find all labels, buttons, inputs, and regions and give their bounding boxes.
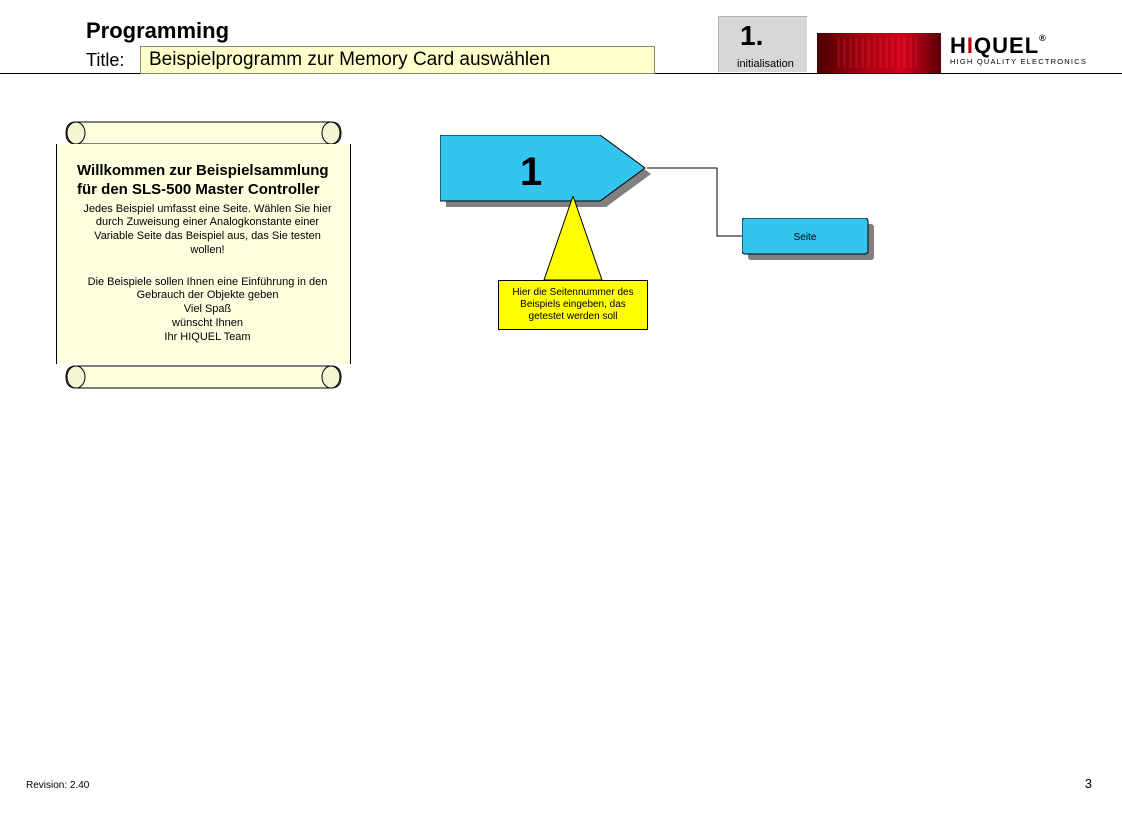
number-node-value: 1 — [520, 150, 542, 195]
scroll-para4: wünscht Ihnen — [77, 317, 338, 331]
callout-note: Hier die Seitennummer des Beispiels eing… — [498, 280, 648, 330]
step-label: initialisation — [737, 58, 794, 70]
page-number: 3 — [1085, 776, 1092, 791]
page-heading: Programming — [86, 18, 229, 44]
step-number: 1. — [740, 20, 763, 52]
revision-label: Revision: 2.40 — [26, 780, 89, 791]
scroll-para1: Jedes Beispiel umfasst eine Seite. Wähle… — [77, 203, 338, 258]
welcome-scroll: Willkommen zur Beispielsammlung für den … — [56, 120, 351, 388]
brand-logo: HIQUEL® HIGH QUALITY ELECTRONICS — [950, 33, 1112, 73]
brand-part1: H — [950, 33, 967, 58]
scroll-para5: Ihr HIQUEL Team — [77, 331, 338, 345]
scroll-para3: Viel Spaß — [77, 303, 338, 317]
scroll-top-curl — [56, 120, 351, 144]
scroll-para2: Die Beispiele sollen Ihnen eine Einführu… — [77, 276, 338, 304]
title-label: Title: — [86, 50, 124, 71]
brand-tagline: HIGH QUALITY ELECTRONICS — [950, 57, 1112, 66]
brand-graphic — [817, 33, 941, 73]
brand-highlight: I — [967, 33, 974, 58]
callout-pointer — [538, 196, 608, 286]
scroll-bottom-curl — [56, 364, 351, 388]
seite-node: Seite — [742, 218, 878, 269]
seite-label: Seite — [794, 232, 817, 243]
brand-part2: QUEL — [974, 33, 1039, 58]
callout-text: Hier die Seitennummer des Beispiels eing… — [498, 280, 648, 330]
title-field: Beispielprogramm zur Memory Card auswähl… — [140, 46, 655, 74]
scroll-title: Willkommen zur Beispielsammlung für den … — [77, 162, 338, 200]
